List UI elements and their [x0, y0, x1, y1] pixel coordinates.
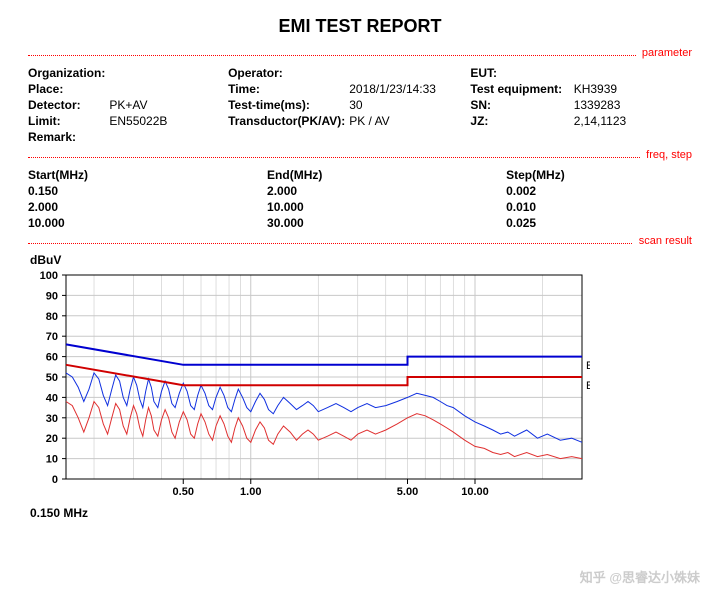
- freq-step-table: Start(MHz) End(MHz) Step(MHz) 0.150 2.00…: [28, 167, 692, 231]
- report-page: EMI TEST REPORT parameter Organization: …: [0, 0, 720, 598]
- cell: 2.000: [28, 199, 267, 215]
- report-title: EMI TEST REPORT: [28, 16, 692, 37]
- svg-text:EN55022B(AV): EN55022B(AV): [586, 380, 590, 392]
- meta-val: PK+AV: [109, 97, 228, 113]
- col-header-end: End(MHz): [267, 167, 506, 183]
- meta-val: 30: [349, 97, 470, 113]
- cell: 2.000: [267, 183, 506, 199]
- svg-text:EN55022B(QP): EN55022B(QP): [586, 360, 590, 372]
- parameter-table: Organization: Operator: EUT: Place: Time…: [28, 65, 692, 145]
- y-axis-unit: dBuV: [30, 253, 692, 267]
- cell: 10.000: [28, 215, 267, 231]
- meta-key: Detector:: [28, 97, 109, 113]
- svg-text:70: 70: [46, 331, 58, 343]
- meta-key: Test equipment:: [470, 81, 573, 97]
- section-divider-scan-result: scan result: [28, 237, 692, 249]
- meta-val: PK / AV: [349, 113, 470, 129]
- svg-text:60: 60: [46, 352, 58, 364]
- svg-text:80: 80: [46, 311, 58, 323]
- svg-text:90: 90: [46, 290, 58, 302]
- cell: 0.010: [506, 199, 692, 215]
- section-divider-freq-step: freq, step: [28, 151, 692, 163]
- meta-key: SN:: [470, 97, 573, 113]
- meta-val: 2018/1/23/14:33: [349, 81, 470, 97]
- meta-key: Time:: [228, 81, 349, 97]
- meta-val: [109, 129, 692, 145]
- meta-val: 1339283: [574, 97, 692, 113]
- meta-key: Transductor(PK/AV):: [228, 113, 349, 129]
- svg-text:40: 40: [46, 392, 58, 404]
- svg-text:100: 100: [40, 270, 58, 282]
- col-header-start: Start(MHz): [28, 167, 267, 183]
- divider-line: [28, 55, 692, 56]
- watermark: 知乎 @思睿达小姝妹: [580, 567, 700, 586]
- cell: 10.000: [267, 199, 506, 215]
- section-label: scan result: [633, 235, 692, 247]
- cell: 0.150: [28, 183, 267, 199]
- svg-text:10: 10: [46, 454, 58, 466]
- section-divider-parameter: parameter: [28, 49, 692, 61]
- svg-text:5.00: 5.00: [397, 486, 418, 498]
- meta-val: [574, 65, 692, 81]
- svg-text:10.00: 10.00: [461, 486, 489, 498]
- col-header-step: Step(MHz): [506, 167, 692, 183]
- table-row: 0.150 2.000 0.002: [28, 183, 692, 199]
- meta-val: [349, 65, 470, 81]
- svg-text:0: 0: [52, 474, 58, 486]
- svg-text:0.50: 0.50: [173, 486, 194, 498]
- meta-key: Limit:: [28, 113, 109, 129]
- cell: 30.000: [267, 215, 506, 231]
- meta-val: [109, 65, 228, 81]
- chart-svg: 0 10 20 30 40 50 60 70 80 90 100 0.50 1.00 5.00 10.00 E…: [28, 269, 590, 499]
- meta-key: JZ:: [470, 113, 573, 129]
- section-label: parameter: [636, 47, 692, 59]
- scan-chart: 0 10 20 30 40 50 60 70 80 90 100 0.50 1.00 5.00 10.00 E…: [28, 269, 692, 502]
- section-label: freq, step: [640, 149, 692, 161]
- meta-key: Remark:: [28, 129, 109, 145]
- table-row: 2.000 10.000 0.010: [28, 199, 692, 215]
- meta-key: EUT:: [470, 65, 573, 81]
- meta-key: Place:: [28, 81, 109, 97]
- svg-text:50: 50: [46, 372, 58, 384]
- x-axis-footer: 0.150 MHz: [30, 506, 692, 520]
- meta-val: 2,14,1123: [574, 113, 692, 129]
- meta-key: Operator:: [228, 65, 349, 81]
- divider-line: [28, 157, 692, 158]
- cell: 0.002: [506, 183, 692, 199]
- meta-val: [109, 81, 228, 97]
- divider-line: [28, 243, 692, 244]
- svg-text:20: 20: [46, 433, 58, 445]
- svg-text:30: 30: [46, 413, 58, 425]
- meta-val: KH3939: [574, 81, 692, 97]
- meta-val: EN55022B: [109, 113, 228, 129]
- table-row: 10.000 30.000 0.025: [28, 215, 692, 231]
- meta-key: Organization:: [28, 65, 109, 81]
- svg-text:1.00: 1.00: [240, 486, 261, 498]
- cell: 0.025: [506, 215, 692, 231]
- meta-key: Test-time(ms):: [228, 97, 349, 113]
